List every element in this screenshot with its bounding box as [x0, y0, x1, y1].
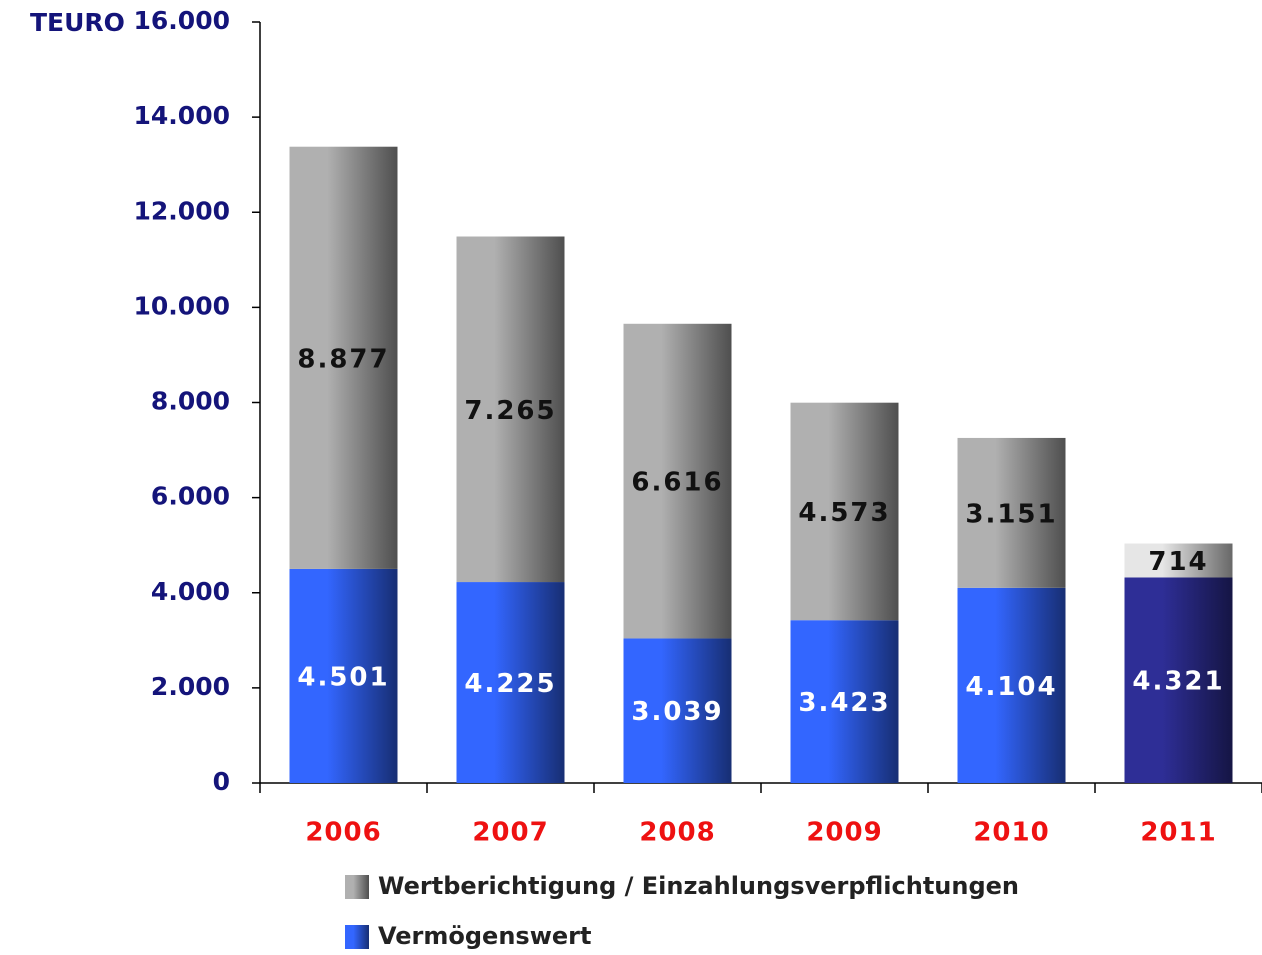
- legend-swatch: [345, 875, 369, 899]
- y-tick-label: 16.000: [134, 6, 230, 35]
- y-tick-label: 6.000: [151, 482, 230, 511]
- x-tick-label: 2011: [1140, 818, 1216, 848]
- bar-segment: [623, 638, 732, 783]
- bar-segment: [289, 146, 398, 569]
- x-tick-label: 2010: [973, 818, 1049, 848]
- value-label: 4.104: [965, 672, 1057, 702]
- bar-segment: [957, 437, 1066, 588]
- value-label: 6.616: [631, 468, 723, 498]
- value-label: 3.423: [798, 688, 890, 718]
- y-tick-label: 12.000: [134, 196, 230, 225]
- x-tick-label: 2008: [639, 818, 715, 848]
- value-label: 7.265: [464, 396, 556, 426]
- value-label: 4.321: [1132, 667, 1224, 697]
- bar-segment: [957, 587, 1066, 783]
- y-tick-label: 0: [213, 767, 230, 796]
- value-label: 8.877: [297, 344, 389, 374]
- value-label: 3.151: [965, 499, 1057, 529]
- value-label: 4.573: [798, 498, 890, 528]
- x-tick-label: 2006: [305, 818, 381, 848]
- bar-segment: [456, 582, 565, 783]
- x-tick-label: 2009: [806, 818, 882, 848]
- bar-segment: [623, 323, 732, 639]
- y-tick-label: 10.000: [134, 291, 230, 320]
- y-tick-label: 14.000: [134, 101, 230, 130]
- value-label: 4.225: [464, 669, 556, 699]
- y-tick-label: 4.000: [151, 577, 230, 606]
- x-tick-label: 2007: [472, 818, 548, 848]
- bar-segment: [790, 402, 899, 621]
- y-tick-label: 2.000: [151, 672, 230, 701]
- bar-segment: [790, 620, 899, 783]
- y-unit-label: TEURO: [30, 8, 125, 37]
- bar-segment: [289, 568, 398, 783]
- value-label: 3.039: [631, 697, 723, 727]
- bar-segment: [1124, 577, 1233, 783]
- legend-label: Wertberichtigung / Einzahlungsverpflicht…: [378, 872, 1019, 900]
- y-tick-label: 8.000: [151, 387, 230, 416]
- bar-segment: [456, 236, 565, 583]
- bar-segment: [1124, 543, 1233, 578]
- value-label: 714: [1148, 547, 1208, 577]
- legend-swatch: [345, 925, 369, 949]
- value-label: 4.501: [297, 662, 389, 692]
- legend-label: Vermögenswert: [378, 922, 591, 950]
